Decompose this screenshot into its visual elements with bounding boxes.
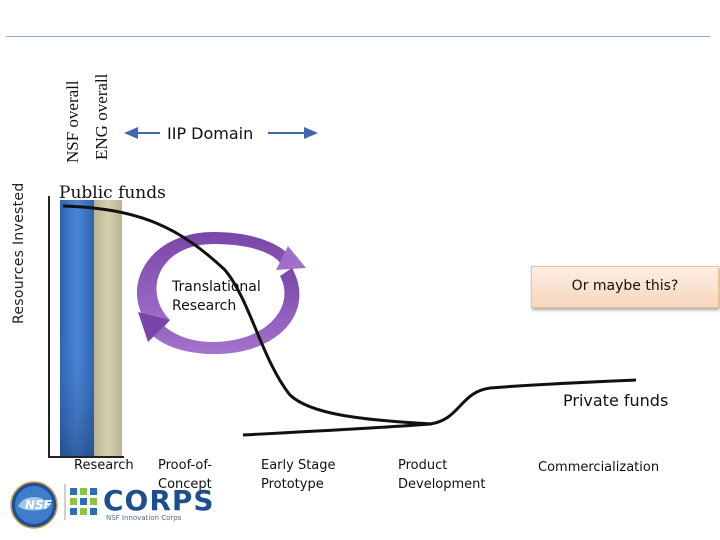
stage-early-prototype: Early Stage Prototype (261, 458, 336, 492)
public-funds-label: Public funds (59, 183, 166, 203)
nsf-logo (10, 481, 58, 529)
nsf-overall-label: NSF overall (63, 80, 82, 163)
nsf-logo-text: NSF (25, 498, 52, 512)
stage-research: Research (74, 458, 134, 473)
iip-domain-label: IIP Domain (167, 124, 254, 143)
or-maybe-this-callout: Or maybe this? (531, 266, 719, 308)
stage-product-development: Product Development (398, 458, 486, 492)
corps-logo-mark (64, 484, 97, 520)
stage-proof-of-concept: Proof-of- Concept (158, 458, 212, 492)
translational-research-label: Translational Research (172, 279, 261, 314)
y-axis-label: Resources Invested (11, 182, 27, 324)
corps-logo-text: CORPS (103, 484, 215, 517)
corps-subtitle: NSF Innovation Corps (106, 514, 182, 522)
callout-text: Or maybe this? (571, 278, 679, 294)
private-funds-curve (242, 378, 637, 437)
iip-domain-arrow (124, 127, 318, 139)
private-funds-label: Private funds (563, 391, 669, 410)
eng-overall-label: ENG overall (92, 73, 111, 160)
public-funds-curve (62, 204, 433, 426)
stage-commercialization: Commercialization (538, 460, 660, 475)
header-rule (6, 36, 710, 37)
translational-cycle-icon (136, 232, 306, 355)
eng-overall-bar (94, 200, 122, 457)
